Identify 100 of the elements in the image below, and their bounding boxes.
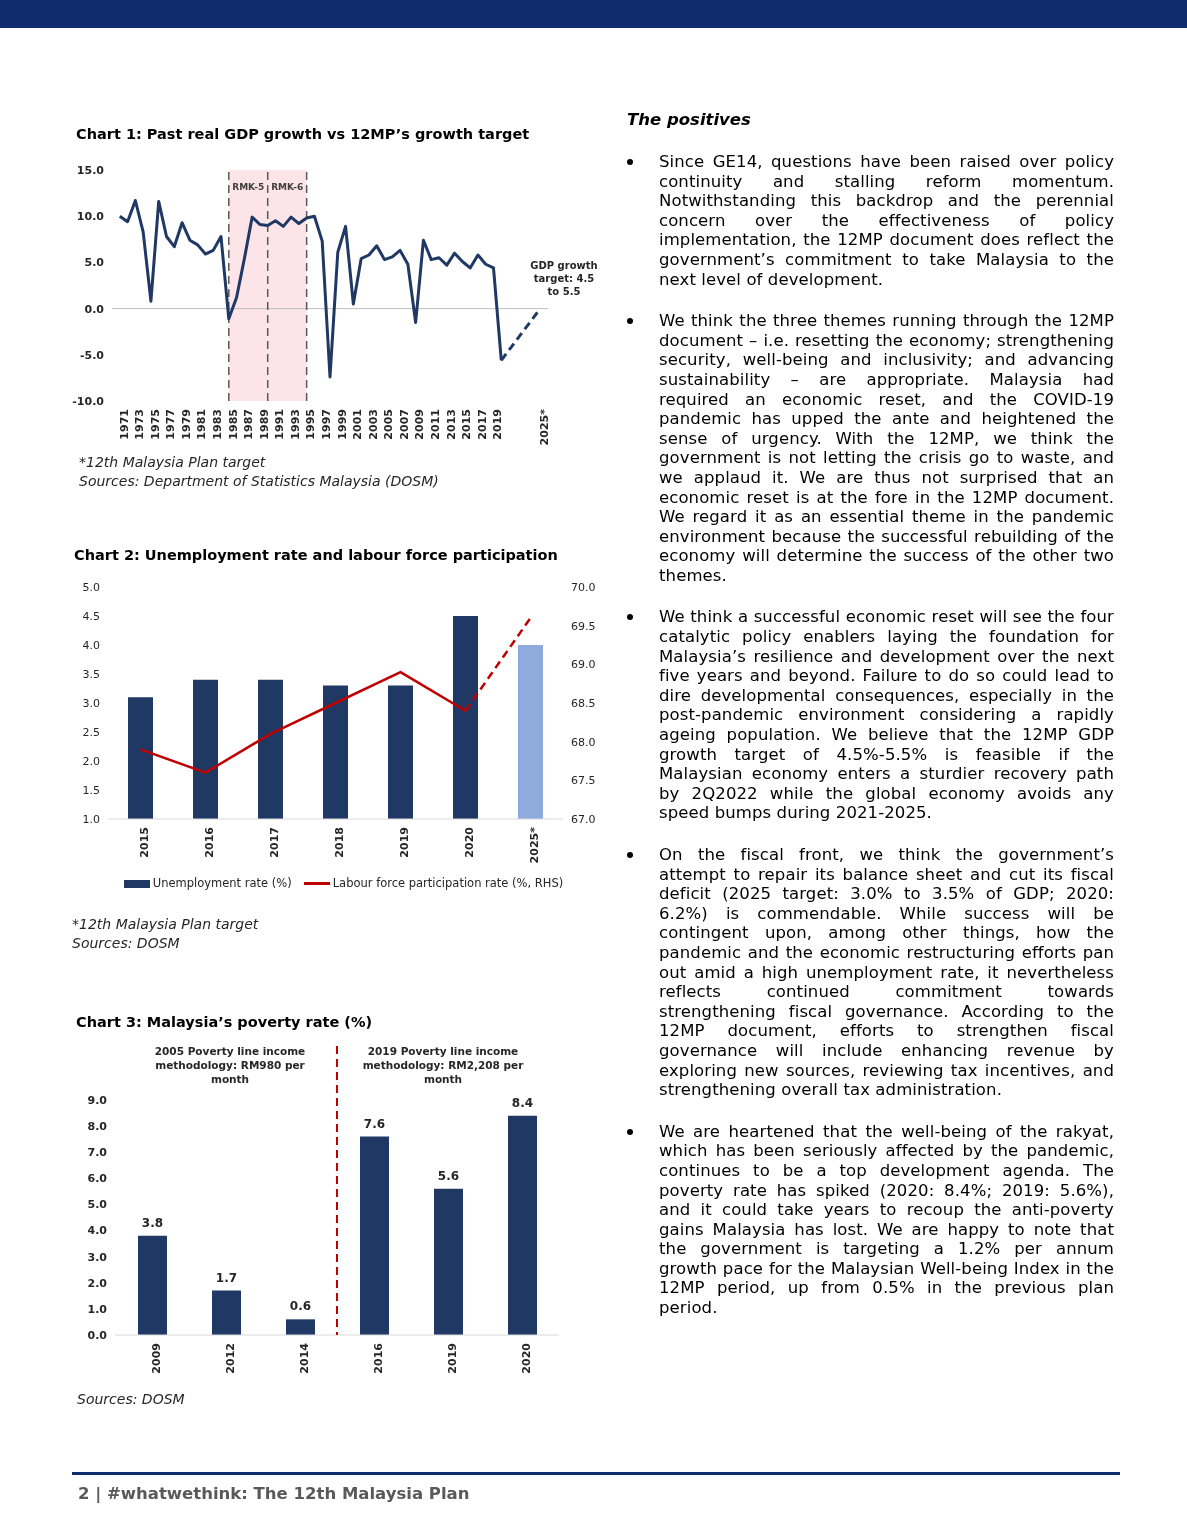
y2-tick-label: 69.0 xyxy=(571,658,596,672)
text: *12th Malaysia Plan target xyxy=(72,915,259,934)
chart-title: Chart 3: Malaysia’s poverty rate (%) xyxy=(76,1013,373,1032)
x-tick-label: 1989 xyxy=(257,409,271,440)
x-tick-label: 2009 xyxy=(413,409,427,440)
text: *12th Malaysia Plan target xyxy=(79,453,266,472)
y-tick-label: 3.0 xyxy=(82,696,100,710)
annotation: GDP growth target: 4.5 to 5.5 xyxy=(529,259,599,298)
x-tick-label: 2025* xyxy=(538,408,552,446)
y-tick-label: 5.0 xyxy=(84,256,105,270)
chart-title: Chart 2: Unemployment rate and labour force participation xyxy=(74,546,558,565)
legend-label: Unemployment rate (%) xyxy=(151,875,292,891)
y-tick-label: 4.0 xyxy=(87,1224,108,1238)
x-tick-label: 1985 xyxy=(226,409,240,440)
y2-tick-label: 69.5 xyxy=(571,619,596,633)
y-tick-label: -10.0 xyxy=(72,394,105,408)
x-tick-label: 1997 xyxy=(320,409,334,440)
x-tick-label: 2025* xyxy=(528,826,542,864)
x-tick-label: 2005 xyxy=(382,409,396,440)
text: The positives xyxy=(627,109,751,131)
y-tick-label: 1.0 xyxy=(87,1302,108,1316)
y-tick-label: 5.0 xyxy=(87,1198,108,1212)
y-tick-label: 1.0 xyxy=(82,812,100,826)
y-tick-label: 7.0 xyxy=(87,1146,108,1160)
y-tick-label: 8.0 xyxy=(87,1120,108,1134)
data-label: 5.6 xyxy=(437,1168,460,1183)
y-tick-label: 6.0 xyxy=(87,1172,108,1186)
x-tick-label: 1979 xyxy=(179,409,193,440)
x-tick-label: 1999 xyxy=(335,409,349,440)
text: We think a successful economic reset will see the four catalytic policy enablers laying the foundation for Malaysia’s resilience and development over the next five years and beyond. Failure to do so could lead to dire developmental consequences, especially in the post-pandemic environment considering a rapidly ageing population. We believe that the 12MP GDP growth target of 4.5%-5.5% is feasible if the Malaysian economy enters a sturdier recovery path by 2Q2022 while the global economy avoids any speed bumps during 2021-2025. xyxy=(659,607,1114,823)
x-tick-label: 2015 xyxy=(460,409,474,440)
data-label: 7.6 xyxy=(363,1116,386,1131)
x-tick-label: 1983 xyxy=(211,409,225,440)
y-tick-label: 0.0 xyxy=(84,302,105,316)
bar xyxy=(360,1136,389,1335)
y-tick-label: 3.0 xyxy=(87,1250,108,1264)
text: On the fiscal front, we think the government’s attempt to repair its balance sheet and cut its fiscal deficit (2025 target: 3.0% to 3.5% of GDP; 2020: 6.2%) is commendable. While success will be contingent upon, among other things, how the pandemic and the economic restructuring efforts pan out amid a high unemployment rate, it nevertheless reflects continued commitment towards strengthening fiscal governance. According to the 12MP document, efforts to strengthen fiscal governance will include enhancing revenue by exploring new sources, reviewing tax incentives, and strengthening overall tax administration. xyxy=(659,845,1114,1100)
text: 2019 Poverty line income methodology: RM2,208 per month xyxy=(361,1044,525,1086)
x-tick-label: 1993 xyxy=(288,409,302,440)
x-tick-label: 2016 xyxy=(371,1342,385,1374)
y2-tick-label: 70.0 xyxy=(571,580,596,594)
source-note: Sources: DOSM xyxy=(77,1390,185,1409)
y2-tick-label: 68.5 xyxy=(571,696,596,710)
x-tick-label: 2015 xyxy=(138,827,152,858)
x-tick-label: 2019 xyxy=(445,1343,459,1374)
text: We are heartened that the well-being of the rakyat, which has been seriously affected by the pandemic, continues to be a top development agenda. The poverty rate has spiked (2020: 8.4%; 2019: 5.6%), and it could take years to recoup the anti-poverty gains Malaysia has lost. We are happy to note that the government is targeting a 1.2% per annum growth pace for the Malaysian Well-being Index in the 12MP period, up from 0.5% in the previous plan period. xyxy=(659,1121,1114,1318)
x-tick-label: 2020 xyxy=(519,1342,533,1374)
x-tick-label: 1991 xyxy=(273,409,287,440)
x-tick-label: 1971 xyxy=(117,409,131,440)
x-tick-label: 2017 xyxy=(475,409,489,440)
bar xyxy=(508,1115,537,1335)
source-note: Sources: DOSM xyxy=(72,934,180,953)
x-tick-label: 2007 xyxy=(397,409,411,440)
y-tick-label: 4.0 xyxy=(82,638,100,652)
y-tick-label: 2.0 xyxy=(82,754,100,768)
text: 2 | #whatwethink: The 12th Malaysia Plan xyxy=(78,1484,470,1504)
bar xyxy=(212,1290,241,1335)
x-tick-label: 2003 xyxy=(366,409,380,440)
legend-label: Labour force participation rate (%, RHS) xyxy=(331,875,564,891)
text: 2005 Poverty line income methodology: RM980 per month xyxy=(153,1044,307,1086)
x-tick-label: 2016 xyxy=(203,826,217,858)
x-tick-label: 1975 xyxy=(148,409,162,440)
x-tick-label: 2011 xyxy=(429,409,443,440)
y-tick-label: 5.0 xyxy=(82,580,100,594)
text: Since GE14, questions have been raised over policy continuity and stalling reform momentum. Notwithstanding this backdrop and the perennial concern over the effectiveness of policy implementation, the 12MP document does reflect the government’s commitment to take Malaysia to the next level of development. xyxy=(659,152,1114,290)
x-tick-label: 2020 xyxy=(463,826,477,858)
x-tick-label: 2019 xyxy=(491,409,505,440)
y-tick-label: 2.5 xyxy=(82,725,100,739)
y-tick-label: 9.0 xyxy=(87,1093,108,1107)
y-tick-label: 1.5 xyxy=(82,783,100,797)
data-label: 8.4 xyxy=(511,1095,534,1110)
y-tick-label: 10.0 xyxy=(76,210,105,224)
band-label: RMK-6 xyxy=(271,182,304,193)
y-tick-label: 2.0 xyxy=(87,1276,108,1290)
y2-tick-label: 67.0 xyxy=(571,812,596,826)
y-tick-label: 15.0 xyxy=(76,163,105,177)
x-tick-label: 1981 xyxy=(195,409,209,440)
band-label: RMK-5 xyxy=(232,182,265,193)
x-tick-label: 1973 xyxy=(133,409,147,440)
data-label: 3.8 xyxy=(141,1215,164,1230)
x-tick-label: 2009 xyxy=(149,1343,163,1374)
x-tick-label: 1987 xyxy=(242,409,256,440)
source-note: Sources: Department of Statistics Malaysia (DOSM) xyxy=(79,472,439,491)
y-tick-label: -5.0 xyxy=(79,348,105,362)
x-tick-label: 2017 xyxy=(268,827,282,858)
data-label: 0.6 xyxy=(289,1299,312,1314)
data-label: 1.7 xyxy=(215,1270,238,1285)
y2-tick-label: 67.5 xyxy=(571,774,596,788)
y-tick-label: 0.0 xyxy=(87,1328,108,1342)
x-tick-label: 2013 xyxy=(444,409,458,440)
chart-title: Chart 1: Past real GDP growth vs 12MP’s growth target xyxy=(76,125,530,144)
x-tick-label: 2019 xyxy=(398,827,412,858)
y-tick-label: 3.5 xyxy=(82,667,100,681)
bar xyxy=(286,1319,315,1335)
x-tick-label: 2018 xyxy=(333,827,347,858)
text: We think the three themes running through the 12MP document – i.e. resetting the economy; strengthening security, well-being and inclusivity; and advancing sustainability – are appropriate. Malaysia had required an economic reset, and the COVID-19 pandemic has upped the ante and heightened the sense of urgency. With the 12MP, we think the government is not letting the crisis go to waste, and we applaud it. We are thus not surprised that an economic reset is at the fore in the 12MP document. We regard it as an essential theme in the pandemic environment because the successful rebuilding of the economy will determine the success of the other two themes. xyxy=(659,311,1114,585)
x-tick-label: 2014 xyxy=(297,1342,311,1374)
x-tick-label: 2012 xyxy=(223,1343,237,1374)
x-tick-label: 2001 xyxy=(351,409,365,440)
x-tick-label: 1995 xyxy=(304,409,318,440)
